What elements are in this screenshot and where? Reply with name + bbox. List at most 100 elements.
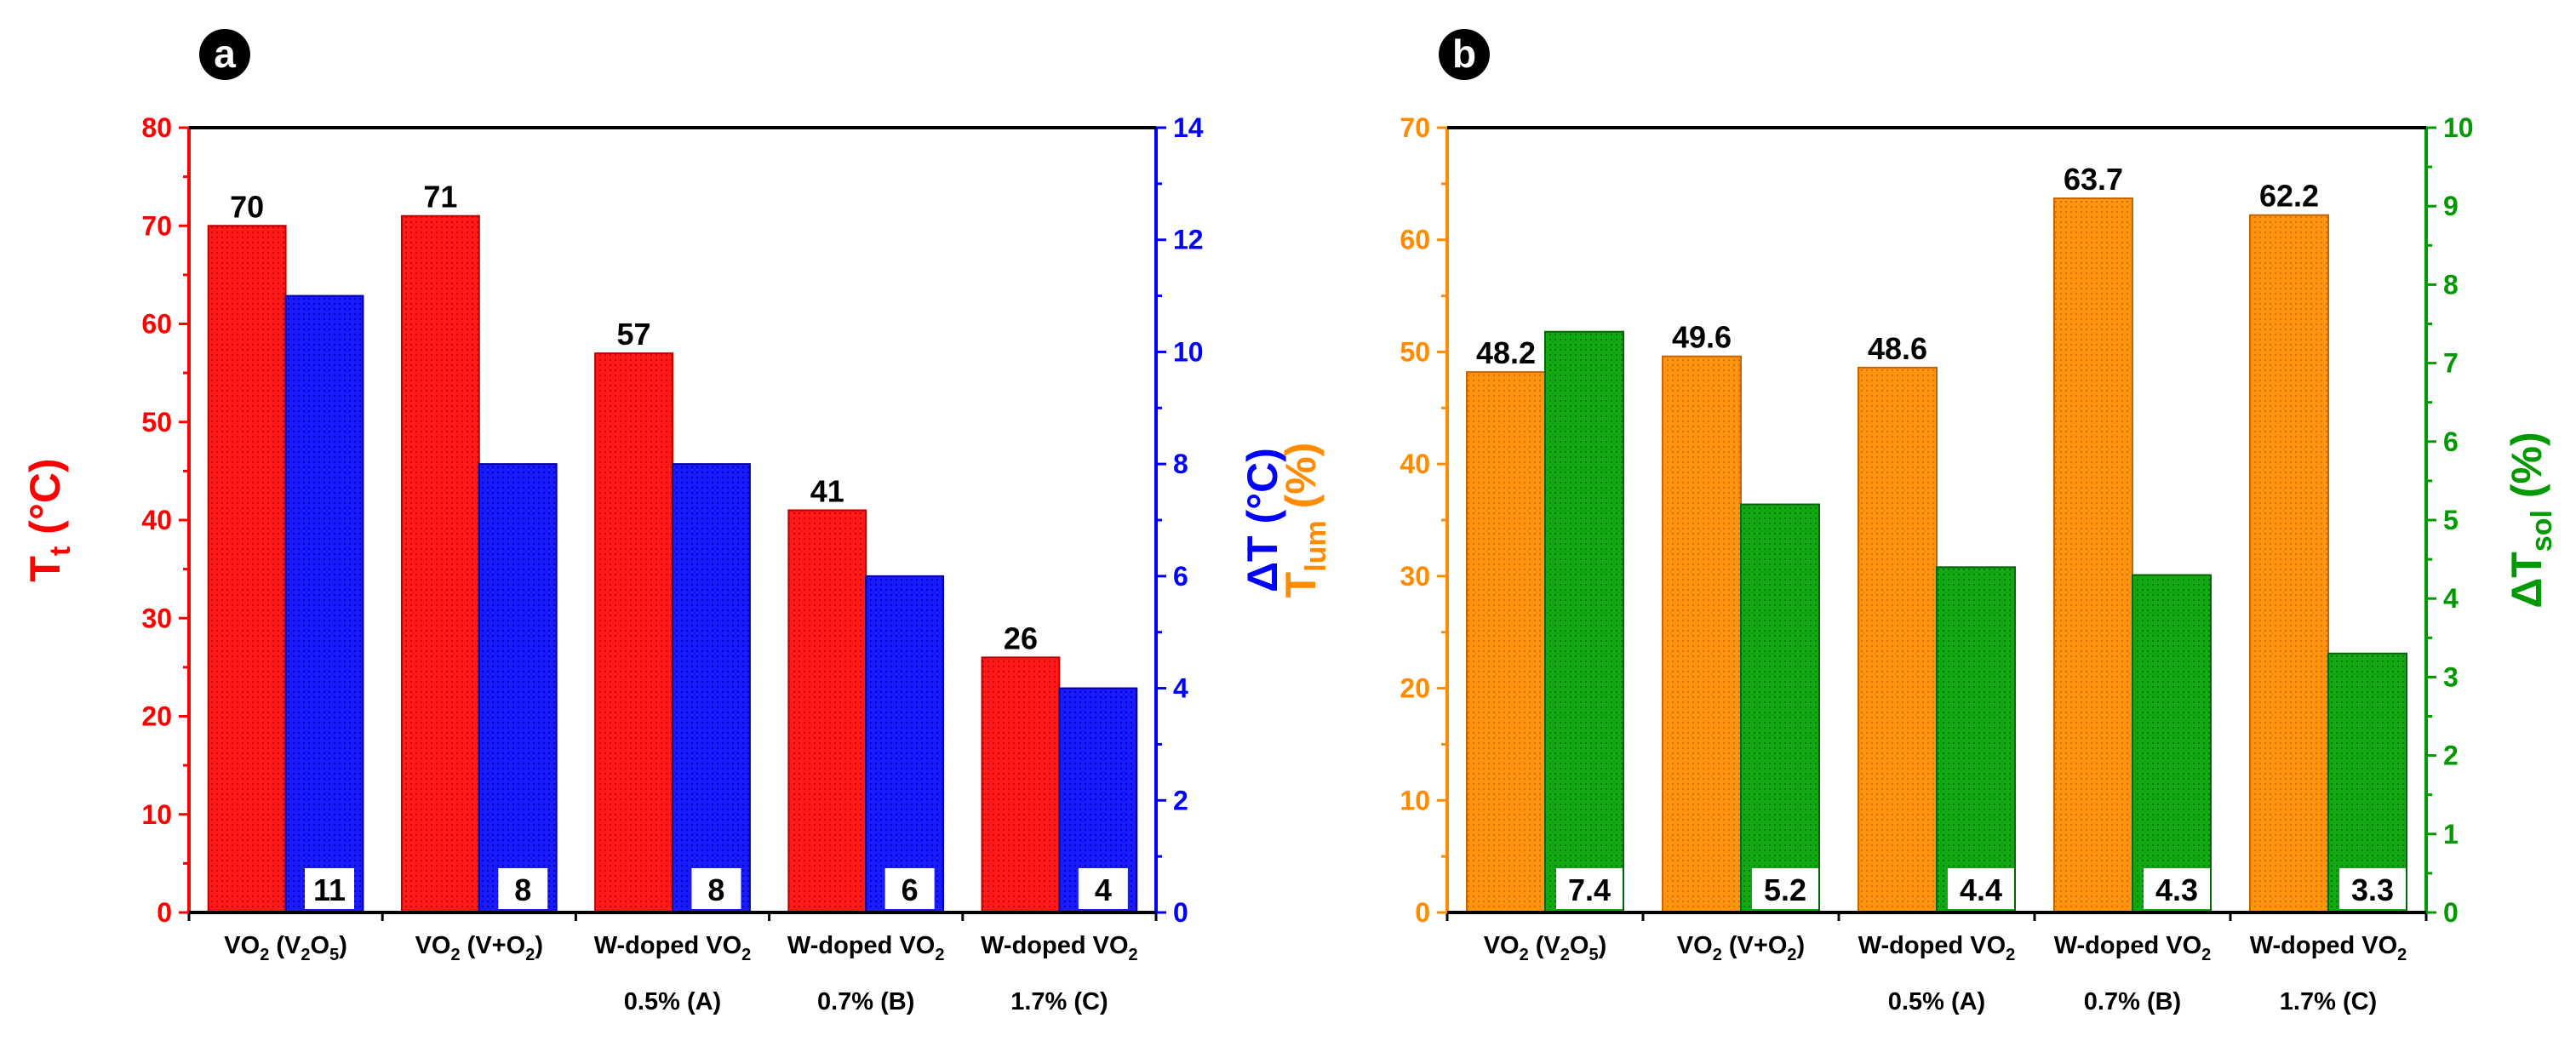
bar-value-label: 63.7: [2064, 162, 2123, 197]
bar-tlum-4: [2249, 214, 2329, 914]
left-tick-label: 20: [1400, 673, 1430, 704]
right-tick-label: 3: [2443, 661, 2459, 692]
right-tick-label: 10: [1173, 336, 1204, 367]
bar-inside-value-label: 8: [514, 872, 531, 907]
left-tick-label: 10: [141, 799, 172, 830]
bar-inside-value-label: 6: [902, 872, 919, 907]
left-tick-label: 70: [1400, 112, 1430, 143]
left-tick-label: 40: [1400, 449, 1430, 479]
bar-inside-value-label: 4.4: [1960, 872, 2002, 907]
left-tick-label: 0: [157, 897, 172, 928]
right-tick-label: 4: [1173, 673, 1188, 704]
bar-tlum-2: [1858, 366, 1938, 913]
bar-inside-label-box: [1752, 868, 1818, 909]
left-tick-label: 30: [141, 603, 172, 633]
panel-tag-circle: [1439, 29, 1490, 80]
bar-inside-value-label: 5.2: [1764, 872, 1806, 907]
panel-tag-circle: [199, 29, 250, 80]
bar-inside-value-label: 11: [313, 872, 346, 907]
bar-ttc-2: [594, 352, 673, 913]
right-tick-label: 0: [1173, 897, 1188, 928]
bar-inside-label-box: [305, 868, 355, 909]
bar-tlum-3: [2053, 197, 2133, 914]
bar-value-label: 49.6: [1672, 320, 1732, 355]
bar-tc-2: [672, 463, 751, 913]
bar-tlum-1: [1662, 355, 1742, 913]
bar-value-label: 57: [617, 317, 651, 352]
bar-value-label: 71: [423, 180, 457, 214]
bar-ttc-4: [981, 656, 1061, 913]
left-tick-label: 30: [1400, 561, 1430, 592]
bar-inside-value-label: 8: [707, 872, 724, 907]
bar-inside-label-box: [1078, 868, 1128, 909]
bar-tlum-0: [1466, 371, 1546, 913]
bar-inside-value-label: 7.4: [1568, 872, 1611, 907]
category-label: W-doped VO2: [787, 932, 945, 964]
bar-ttc-1: [400, 214, 480, 914]
right-tick-label: 0: [2443, 897, 2459, 928]
category-sublabel: 0.7% (B): [817, 988, 914, 1015]
category-sublabel: 0.5% (A): [1888, 988, 1985, 1015]
bar-tsol-0: [1544, 330, 1624, 914]
bar-inside-label-box: [2144, 868, 2210, 909]
bar-tc-3: [865, 575, 945, 913]
category-label: W-doped VO2: [2054, 932, 2212, 964]
bar-tc-1: [478, 463, 558, 913]
left-tick-label: 0: [1415, 897, 1430, 928]
bar-value-label: 70: [230, 189, 264, 224]
bar-inside-label-box: [498, 868, 548, 909]
bar-inside-label-box: [884, 868, 935, 909]
bar-value-label: 41: [810, 473, 844, 508]
bar-inside-label-box: [2339, 868, 2406, 909]
right-tick-label: 6: [2443, 426, 2459, 457]
y-axis-label-right: ΔTsol (%): [2503, 432, 2558, 608]
right-tick-label: 6: [1173, 561, 1188, 592]
bar-tc-0: [284, 295, 364, 914]
bar-value-label: 48.6: [1868, 331, 1927, 366]
left-tick-label: 50: [141, 407, 172, 438]
bar-inside-label-box: [1556, 868, 1623, 909]
right-tick-label: 8: [2443, 269, 2459, 300]
right-tick-label: 12: [1173, 225, 1204, 255]
left-tick-label: 80: [141, 112, 172, 143]
right-tick-label: 14: [1173, 112, 1204, 143]
left-tick-label: 60: [1400, 225, 1430, 255]
bar-ttc-3: [787, 509, 867, 913]
bar-inside-value-label: 4: [1095, 872, 1112, 907]
chart-panel-b: b 48.2 7.4 VO2 (V2O5) 49.6 5.2 VO2 (V+O2) 48.6 4…: [1277, 29, 2558, 1015]
bar-inside-label-box: [691, 868, 741, 909]
left-tick-label: 20: [141, 701, 172, 732]
right-tick-label: 10: [2443, 112, 2474, 143]
left-tick-label: 40: [141, 505, 172, 535]
right-tick-label: 2: [2443, 741, 2459, 771]
bar-tsol-1: [1740, 503, 1820, 913]
category-sublabel: 1.7% (C): [2280, 988, 2377, 1015]
category-label: VO2 (V2O5): [1484, 932, 1607, 964]
bar-tsol-2: [1936, 566, 2016, 913]
y-axis-label-left: Tlum (%): [1277, 443, 1332, 598]
category-sublabel: 1.7% (C): [1010, 988, 1108, 1015]
category-label: W-doped VO2: [2250, 932, 2407, 964]
bar-ttc-0: [207, 225, 287, 913]
left-tick-label: 60: [141, 309, 172, 340]
y-axis-label-left: Tt (°C): [21, 458, 77, 581]
bar-value-label: 62.2: [2259, 179, 2319, 214]
category-label: W-doped VO2: [981, 932, 1138, 964]
bar-inside-value-label: 4.3: [2155, 872, 2198, 907]
right-tick-label: 2: [1173, 785, 1188, 815]
category-sublabel: 0.5% (A): [624, 988, 721, 1015]
left-tick-label: 10: [1400, 785, 1430, 815]
right-tick-label: 9: [2443, 191, 2459, 221]
right-tick-label: 5: [2443, 505, 2459, 535]
category-label: W-doped VO2: [1858, 932, 2016, 964]
left-tick-label: 50: [1400, 336, 1430, 367]
panel-tag-label: b: [1452, 31, 1476, 76]
chart-panel-a: a 70 11 VO2 (V2O5) 71 8 VO2 (V+O2) 57 8 W-doped V…: [21, 29, 1286, 1015]
category-label: VO2 (V+O2): [415, 932, 543, 964]
category-label: W-doped VO2: [594, 932, 752, 964]
right-tick-label: 1: [2443, 819, 2459, 849]
bar-tsol-3: [2132, 574, 2212, 913]
right-tick-label: 7: [2443, 348, 2459, 379]
y-axis-label-right: ΔT (°C): [1239, 448, 1286, 592]
